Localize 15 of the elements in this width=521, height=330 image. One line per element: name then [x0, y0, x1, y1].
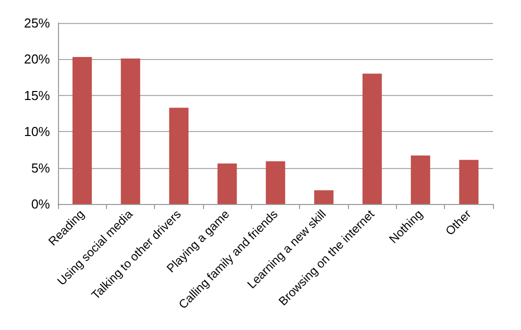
- bar: [266, 161, 286, 204]
- bar: [410, 155, 430, 204]
- bar: [314, 190, 334, 204]
- y-tick-label: 5%: [31, 160, 50, 176]
- bar: [169, 108, 188, 204]
- y-tick-label: 15%: [24, 88, 50, 103]
- bar: [362, 74, 382, 204]
- bar: [459, 160, 478, 204]
- y-tick-label: 10%: [24, 124, 50, 140]
- y-tick-label: 0%: [31, 196, 50, 212]
- bar: [218, 163, 237, 204]
- y-tick-label: 20%: [24, 52, 50, 67]
- y-tick-label: 25%: [24, 16, 50, 30]
- bar: [72, 57, 92, 204]
- bar: [120, 58, 140, 204]
